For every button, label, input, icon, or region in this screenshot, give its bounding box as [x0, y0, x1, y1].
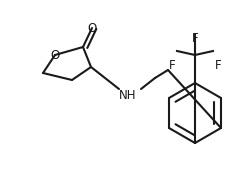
Text: NH: NH	[119, 89, 137, 101]
Text: O: O	[50, 49, 60, 62]
Text: O: O	[87, 22, 97, 35]
Text: F: F	[192, 31, 198, 45]
Text: F: F	[215, 58, 221, 72]
Text: F: F	[169, 58, 175, 72]
